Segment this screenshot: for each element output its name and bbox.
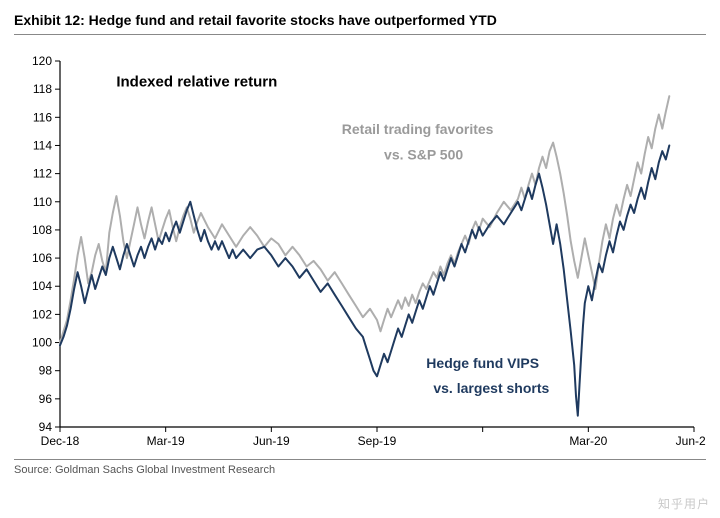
- svg-text:104: 104: [32, 279, 52, 293]
- svg-text:112: 112: [33, 167, 52, 181]
- svg-text:100: 100: [32, 336, 52, 350]
- exhibit-title: Exhibit 12: Hedge fund and retail favori…: [14, 12, 706, 28]
- svg-text:94: 94: [39, 420, 53, 434]
- title-divider: [14, 34, 706, 35]
- svg-text:Jun-19: Jun-19: [253, 434, 290, 448]
- series-annotation: vs. largest shorts: [433, 380, 549, 396]
- svg-text:Sep-19: Sep-19: [358, 434, 397, 448]
- svg-text:118: 118: [33, 82, 52, 96]
- series-annotation: vs. S&P 500: [384, 147, 463, 163]
- svg-text:Dec-18: Dec-18: [41, 434, 80, 448]
- svg-text:Mar-19: Mar-19: [147, 434, 185, 448]
- svg-text:98: 98: [39, 364, 53, 378]
- line-chart: 94 96 98 100 102 104 106 108 110 112 114 116 118 120 D…: [14, 39, 706, 457]
- source-text: Source: Goldman Sachs Global Investment …: [14, 464, 706, 476]
- series-annotation: Hedge fund VIPS: [426, 355, 539, 371]
- watermark: 知乎用户: [658, 495, 710, 512]
- svg-text:96: 96: [39, 392, 53, 406]
- svg-text:106: 106: [32, 251, 52, 265]
- series-line: [60, 146, 669, 416]
- footer-divider: [14, 459, 706, 460]
- svg-text:102: 102: [32, 307, 52, 321]
- chart-subtitle: Indexed relative return: [116, 73, 277, 90]
- series-annotation: Retail trading favorites: [342, 121, 494, 137]
- svg-text:114: 114: [33, 138, 52, 152]
- svg-text:108: 108: [32, 223, 52, 237]
- svg-text:120: 120: [32, 54, 52, 68]
- svg-text:110: 110: [33, 195, 52, 209]
- svg-text:Jun-20: Jun-20: [676, 434, 706, 448]
- exhibit-container: Exhibit 12: Hedge fund and retail favori…: [0, 0, 720, 518]
- chart-area: 94 96 98 100 102 104 106 108 110 112 114 116 118 120 D…: [14, 39, 706, 457]
- svg-text:116: 116: [33, 110, 52, 124]
- svg-text:Mar-20: Mar-20: [569, 434, 607, 448]
